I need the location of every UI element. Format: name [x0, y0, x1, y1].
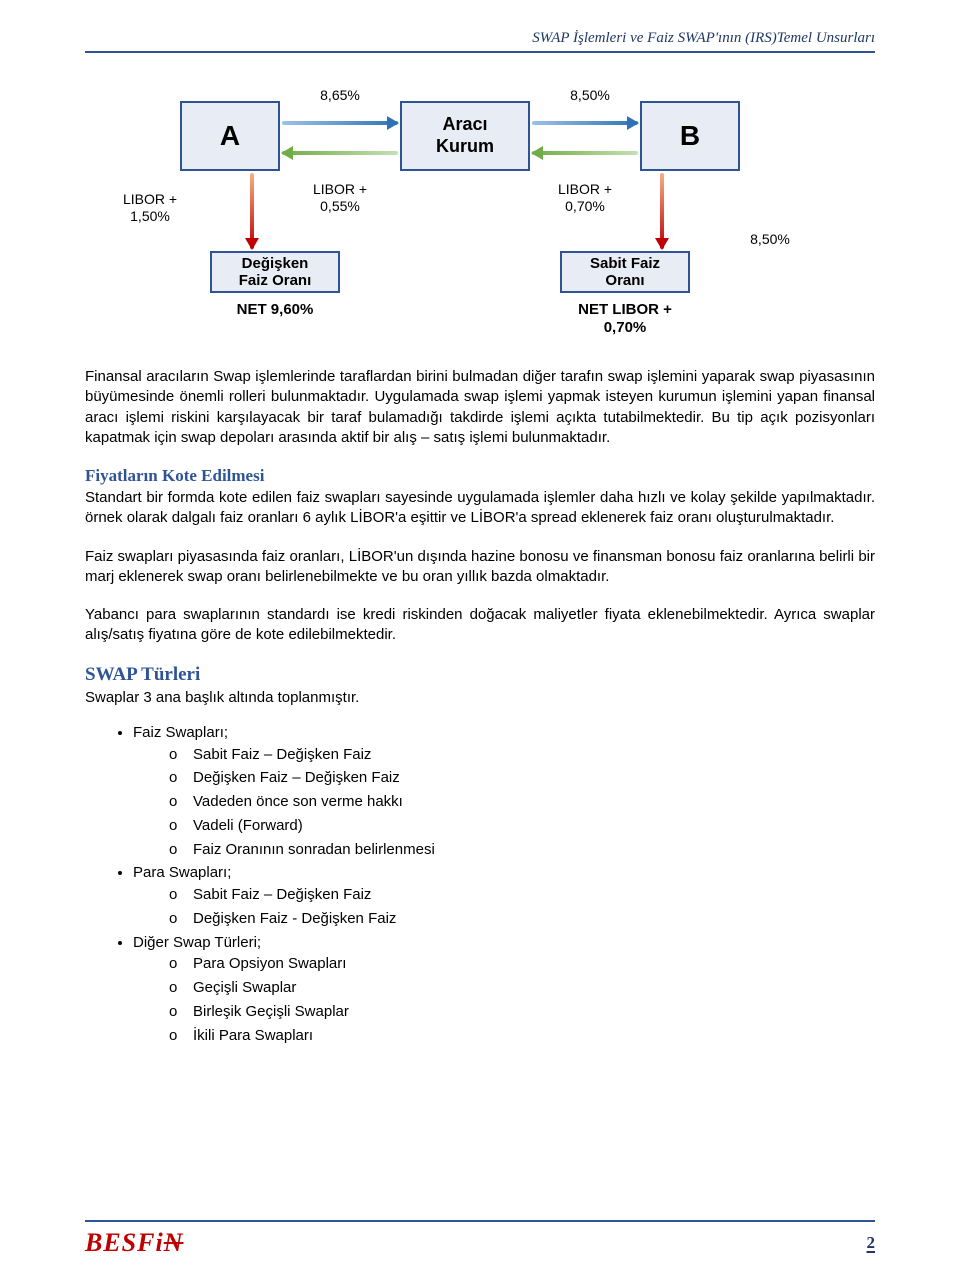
pricing-para-1: Standart bir formda kote edilen faiz swa… [85, 488, 875, 529]
arrow-b-to-k [532, 151, 638, 155]
rate-k-to-a-l1: LIBOR + [313, 181, 367, 197]
rate-b-to-k-l2: 0,70% [565, 198, 605, 214]
box-s-l2: Oranı [605, 272, 644, 289]
box-k-line2: Kurum [436, 136, 494, 158]
intro-paragraph: Finansal aracıların Swap işlemlerinde ta… [85, 367, 875, 448]
net-rate-a: NET 9,60% [205, 301, 345, 319]
rate-a-market: LIBOR + 1,50% [120, 191, 180, 225]
box-d-l2: Faiz Oranı [239, 272, 312, 289]
box-s-l1: Sabit Faiz [590, 255, 660, 272]
arrow-k-to-a [282, 151, 398, 155]
page-footer: BESFiN 2 [85, 1220, 875, 1258]
box-b: B [640, 101, 740, 171]
logo-main: BESFi [85, 1228, 164, 1257]
rate-k-to-b: 8,50% [565, 87, 615, 104]
rate-b-market: 8,50% [740, 231, 800, 248]
list-group-1: Faiz Swapları; Sabit Faiz – Değişken Fai… [133, 722, 875, 861]
pricing-para-3: Yabancı para swaplarının standardı ise k… [85, 605, 875, 646]
list-group-1-items: Sabit Faiz – Değişken Faiz Değişken Faiz… [133, 744, 875, 861]
rate-k-to-a: LIBOR + 0,55% [310, 181, 370, 215]
swap-types-list: Faiz Swapları; Sabit Faiz – Değişken Fai… [85, 722, 875, 1047]
rate-a-market-l1: LIBOR + [123, 191, 177, 207]
list-item: Vadeli (Forward) [169, 815, 875, 837]
rate-k-to-a-l2: 0,55% [320, 198, 360, 214]
net-b-l1: NET LIBOR + [578, 301, 672, 318]
section-types-heading: SWAP Türleri [85, 664, 875, 686]
list-group-2: Para Swapları; Sabit Faiz – Değişken Fai… [133, 862, 875, 929]
header-rule [85, 51, 875, 53]
rate-a-to-k: 8,65% [315, 87, 365, 104]
types-intro: Swaplar 3 ana başlık altında toplanmıştı… [85, 688, 875, 708]
box-k-line1: Aracı [442, 114, 487, 136]
list-group-3: Diğer Swap Türleri; Para Opsiyon Swaplar… [133, 932, 875, 1047]
arrow-a-to-k [282, 121, 398, 125]
list-item: Değişken Faiz – Değişken Faiz [169, 767, 875, 789]
list-group-2-items: Sabit Faiz – Değişken Faiz Değişken Faiz… [133, 884, 875, 930]
arrow-k-to-b [532, 121, 638, 125]
arrow-a-down [250, 173, 254, 249]
swap-diagram: A Aracı Kurum B 8,65% 8,50% LIBOR + 0,55… [160, 81, 800, 341]
box-fixed-rate: Sabit Faiz Oranı [560, 251, 690, 293]
list-item: Faiz Oranının sonradan belirlenmesi [169, 839, 875, 861]
list-item: Değişken Faiz - Değişken Faiz [169, 908, 875, 930]
rate-a-market-l2: 1,50% [130, 208, 170, 224]
box-d-l1: Değişken [242, 255, 309, 272]
rate-b-to-k: LIBOR + 0,70% [555, 181, 615, 215]
list-item: Para Opsiyon Swapları [169, 953, 875, 975]
list-item: Geçişli Swaplar [169, 977, 875, 999]
list-group-3-label: Diğer Swap Türleri; [133, 934, 261, 951]
rate-b-to-k-l1: LIBOR + [558, 181, 612, 197]
logo-tail: N [164, 1228, 184, 1257]
list-item: İkili Para Swapları [169, 1025, 875, 1047]
box-a: A [180, 101, 280, 171]
footer-rule [85, 1220, 875, 1222]
list-item: Sabit Faiz – Değişken Faiz [169, 744, 875, 766]
list-group-3-items: Para Opsiyon Swapları Geçişli Swaplar Bi… [133, 953, 875, 1046]
list-item: Vadeden önce son verme hakkı [169, 791, 875, 813]
pricing-para-2: Faiz swapları piyasasında faiz oranları,… [85, 547, 875, 588]
list-group-1-label: Faiz Swapları; [133, 724, 228, 741]
section-pricing-heading: Fiyatların Kote Edilmesi [85, 466, 875, 486]
logo: BESFiN [85, 1228, 184, 1258]
arrow-b-down [660, 173, 664, 249]
net-b-l2: 0,70% [604, 319, 647, 336]
list-item: Birleşik Geçişli Swaplar [169, 1001, 875, 1023]
page-number: 2 [867, 1233, 876, 1253]
list-group-2-label: Para Swapları; [133, 864, 231, 881]
box-intermediary: Aracı Kurum [400, 101, 530, 171]
net-rate-b: NET LIBOR + 0,70% [555, 301, 695, 337]
header-title: SWAP İşlemleri ve Faiz SWAP'ının (IRS)Te… [85, 30, 875, 47]
box-floating-rate: Değişken Faiz Oranı [210, 251, 340, 293]
list-item: Sabit Faiz – Değişken Faiz [169, 884, 875, 906]
